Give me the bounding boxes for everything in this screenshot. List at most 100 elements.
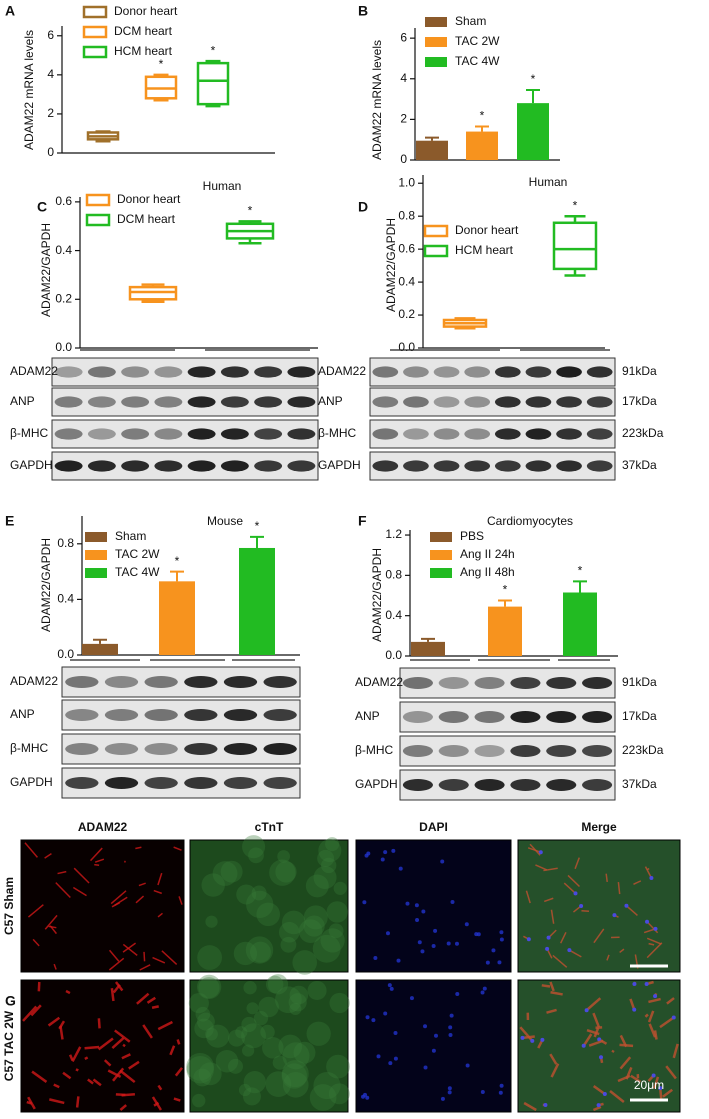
blot-size-label: 17kDa	[622, 709, 657, 723]
texture	[157, 872, 163, 886]
blot-band	[263, 743, 297, 755]
blot-strip	[399, 735, 616, 767]
blot-band	[54, 366, 83, 378]
texture	[142, 1024, 153, 1039]
blot-band	[556, 396, 582, 408]
blot-band	[510, 677, 541, 689]
blot-band	[510, 779, 541, 791]
blot-band	[556, 366, 582, 378]
blot-band	[438, 779, 469, 791]
blot-strip	[399, 667, 616, 699]
legend-swatch	[85, 550, 107, 560]
blot-band	[87, 366, 116, 378]
texture	[585, 997, 602, 1012]
texture	[606, 954, 610, 961]
texture	[282, 1042, 310, 1070]
column-header: ADAM22	[78, 820, 128, 834]
texture	[646, 942, 663, 959]
texture	[569, 949, 582, 958]
legend-label: HCM heart	[114, 44, 173, 58]
blot-band	[121, 366, 150, 378]
texture	[303, 915, 325, 937]
blot-band	[104, 777, 139, 789]
texture	[49, 1098, 65, 1105]
texture	[552, 954, 568, 968]
texture	[157, 1020, 173, 1031]
texture	[648, 942, 655, 946]
texture	[262, 1037, 284, 1059]
texture	[320, 928, 345, 953]
texture	[281, 1063, 308, 1089]
legend-label: Donor heart	[117, 192, 181, 206]
texture	[541, 984, 551, 988]
texture	[169, 1045, 176, 1056]
texture	[201, 873, 225, 897]
y-tick-label: 0.0	[55, 340, 72, 354]
column-header: DAPI	[419, 820, 448, 834]
texture	[161, 950, 178, 965]
error-bar	[498, 599, 512, 607]
blot-band	[372, 366, 399, 378]
texture	[625, 905, 638, 916]
texture	[220, 860, 243, 883]
texture	[249, 941, 271, 963]
texture	[644, 866, 653, 879]
blot-band	[104, 743, 139, 755]
texture	[449, 1013, 454, 1018]
blot-band	[525, 366, 552, 378]
blot-band	[121, 396, 150, 408]
texture	[385, 931, 390, 936]
texture	[53, 963, 57, 970]
texture	[111, 1037, 125, 1049]
blot-row-label: ADAM22	[355, 675, 403, 689]
texture	[303, 905, 328, 930]
texture	[665, 1065, 677, 1080]
texture	[388, 1061, 393, 1066]
blot-band	[154, 366, 183, 378]
blot-band	[546, 677, 577, 689]
legend-label: Sham	[115, 529, 146, 543]
legend-swatch	[423, 244, 449, 258]
blot-band	[144, 709, 178, 721]
blot-row-label: ANP	[318, 394, 343, 408]
blot-band	[402, 711, 433, 723]
texture	[178, 896, 183, 905]
texture	[186, 1052, 214, 1081]
texture	[272, 1055, 287, 1070]
texture	[27, 904, 44, 918]
blot-band	[586, 366, 613, 378]
texture	[612, 913, 617, 918]
texture	[414, 903, 419, 908]
legend-label: HCM heart	[455, 243, 514, 257]
texture	[543, 897, 554, 903]
texture	[188, 993, 209, 1014]
significance: *	[578, 564, 583, 578]
blot-band	[223, 676, 258, 688]
texture	[609, 1090, 625, 1103]
texture	[253, 1010, 269, 1026]
texture	[387, 983, 392, 988]
blot-band	[546, 779, 577, 791]
texture	[75, 1096, 80, 1108]
texture	[24, 842, 39, 858]
legend-label: PBS	[460, 529, 484, 543]
blot-band	[263, 777, 297, 789]
blot-band	[433, 460, 460, 472]
blot-band	[525, 396, 552, 408]
blot-strip	[399, 769, 616, 801]
blot-band	[464, 460, 491, 472]
texture	[143, 951, 146, 962]
significance: *	[255, 519, 260, 533]
texture	[333, 881, 347, 895]
texture	[289, 985, 309, 1005]
y-tick-label: 0.0	[385, 648, 402, 662]
y-axis-label: ADAM22/GAPDH	[39, 223, 53, 317]
blot-band	[187, 366, 216, 378]
texture	[530, 1038, 535, 1043]
legend-label: Donor heart	[455, 223, 519, 237]
texture	[325, 837, 340, 852]
texture	[619, 1056, 632, 1070]
texture	[62, 1071, 72, 1080]
texture	[114, 1029, 131, 1043]
texture	[550, 990, 563, 996]
